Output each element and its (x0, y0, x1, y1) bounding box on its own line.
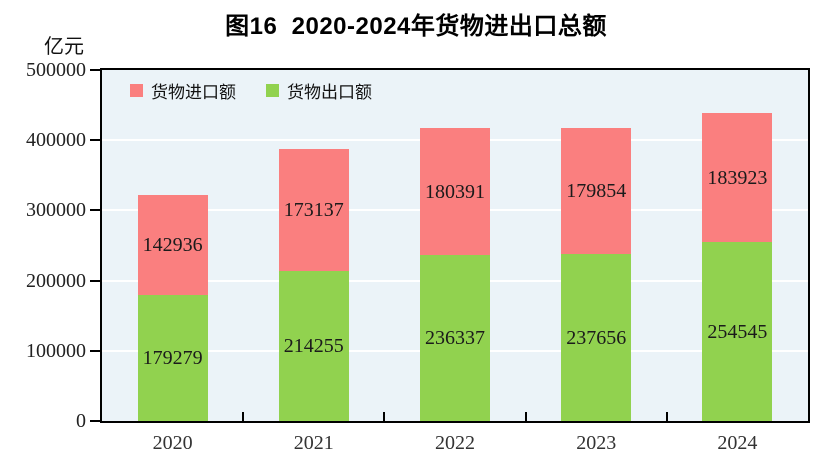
y-tick-label-300000: 300000 (26, 199, 86, 222)
y-tick-label-100000: 100000 (26, 339, 86, 362)
plot-area: 货物进口额 货物出口额 179279 142936 214255 173137 2363… (100, 68, 810, 423)
legend-label-imports: 货物进口额 (151, 83, 236, 102)
bar-value-label-exports-2024: 254545 (707, 320, 768, 343)
bar-value-label-exports-2023: 237656 (566, 326, 627, 349)
bar-value-label-imports-2024: 183923 (707, 166, 768, 189)
x-tick-label-2021: 2021 (293, 432, 334, 454)
y-axis-tick-500000 (90, 69, 100, 71)
bar-segment-imports-2021: 173137 (278, 149, 349, 271)
x-tick-label-2024: 2024 (717, 432, 758, 454)
y-tick-label-500000: 500000 (26, 59, 86, 81)
x-tick-label-2020: 2020 (152, 432, 193, 454)
legend-item-imports: 货物进口额 (130, 78, 236, 103)
x-axis-tick-3 (524, 412, 527, 421)
legend-label-exports: 货物出口额 (287, 83, 372, 102)
bar-value-label-imports-2021: 173137 (283, 198, 344, 221)
x-tick-label-2023: 2023 (576, 432, 617, 454)
legend-swatch-imports (130, 84, 143, 97)
y-axis-tick-0 (90, 420, 100, 422)
chart-title: 图16 2020-2024年货物进出口总额 (225, 13, 607, 40)
y-axis-tick-200000 (90, 279, 100, 282)
bar-value-label-exports-2021: 214255 (283, 334, 344, 357)
bar-segment-imports-2023: 179854 (561, 127, 632, 255)
x-axis-tick-1 (242, 412, 245, 421)
y-tick-label-200000: 200000 (26, 269, 86, 292)
bar-value-label-exports-2020: 179279 (142, 347, 203, 370)
bar-segment-exports-2024: 254545 (702, 242, 773, 421)
bar-segment-imports-2024: 183923 (702, 113, 773, 243)
legend: 货物进口额 货物出口额 (130, 78, 372, 103)
bar-segment-exports-2021: 214255 (278, 270, 349, 421)
x-axis-tick-4 (665, 412, 668, 421)
bar-segment-imports-2022: 180391 (420, 128, 490, 256)
y-axis-tick-300000 (90, 209, 100, 212)
y-tick-label-400000: 400000 (26, 129, 86, 152)
x-axis-tick-2 (383, 412, 386, 421)
y-axis-tick-400000 (90, 139, 100, 142)
legend-item-exports: 货物出口额 (266, 78, 372, 103)
bar-segment-exports-2020: 179279 (137, 295, 208, 421)
y-axis-unit-label: 亿元 (44, 36, 84, 58)
bar-segment-exports-2022: 236337 (420, 255, 490, 421)
y-axis-tick-100000 (90, 349, 100, 352)
bar-value-label-imports-2023: 179854 (566, 180, 627, 203)
y-tick-label-0: 0 (76, 410, 86, 432)
bar-value-label-imports-2020: 142936 (142, 233, 203, 256)
bar-segment-exports-2023: 237656 (561, 254, 632, 421)
legend-swatch-exports (266, 84, 279, 97)
bar-segment-imports-2020: 142936 (137, 194, 208, 296)
bar-value-label-imports-2022: 180391 (425, 180, 485, 203)
x-tick-label-2022: 2022 (435, 432, 475, 454)
bar-value-label-exports-2022: 236337 (425, 327, 485, 350)
